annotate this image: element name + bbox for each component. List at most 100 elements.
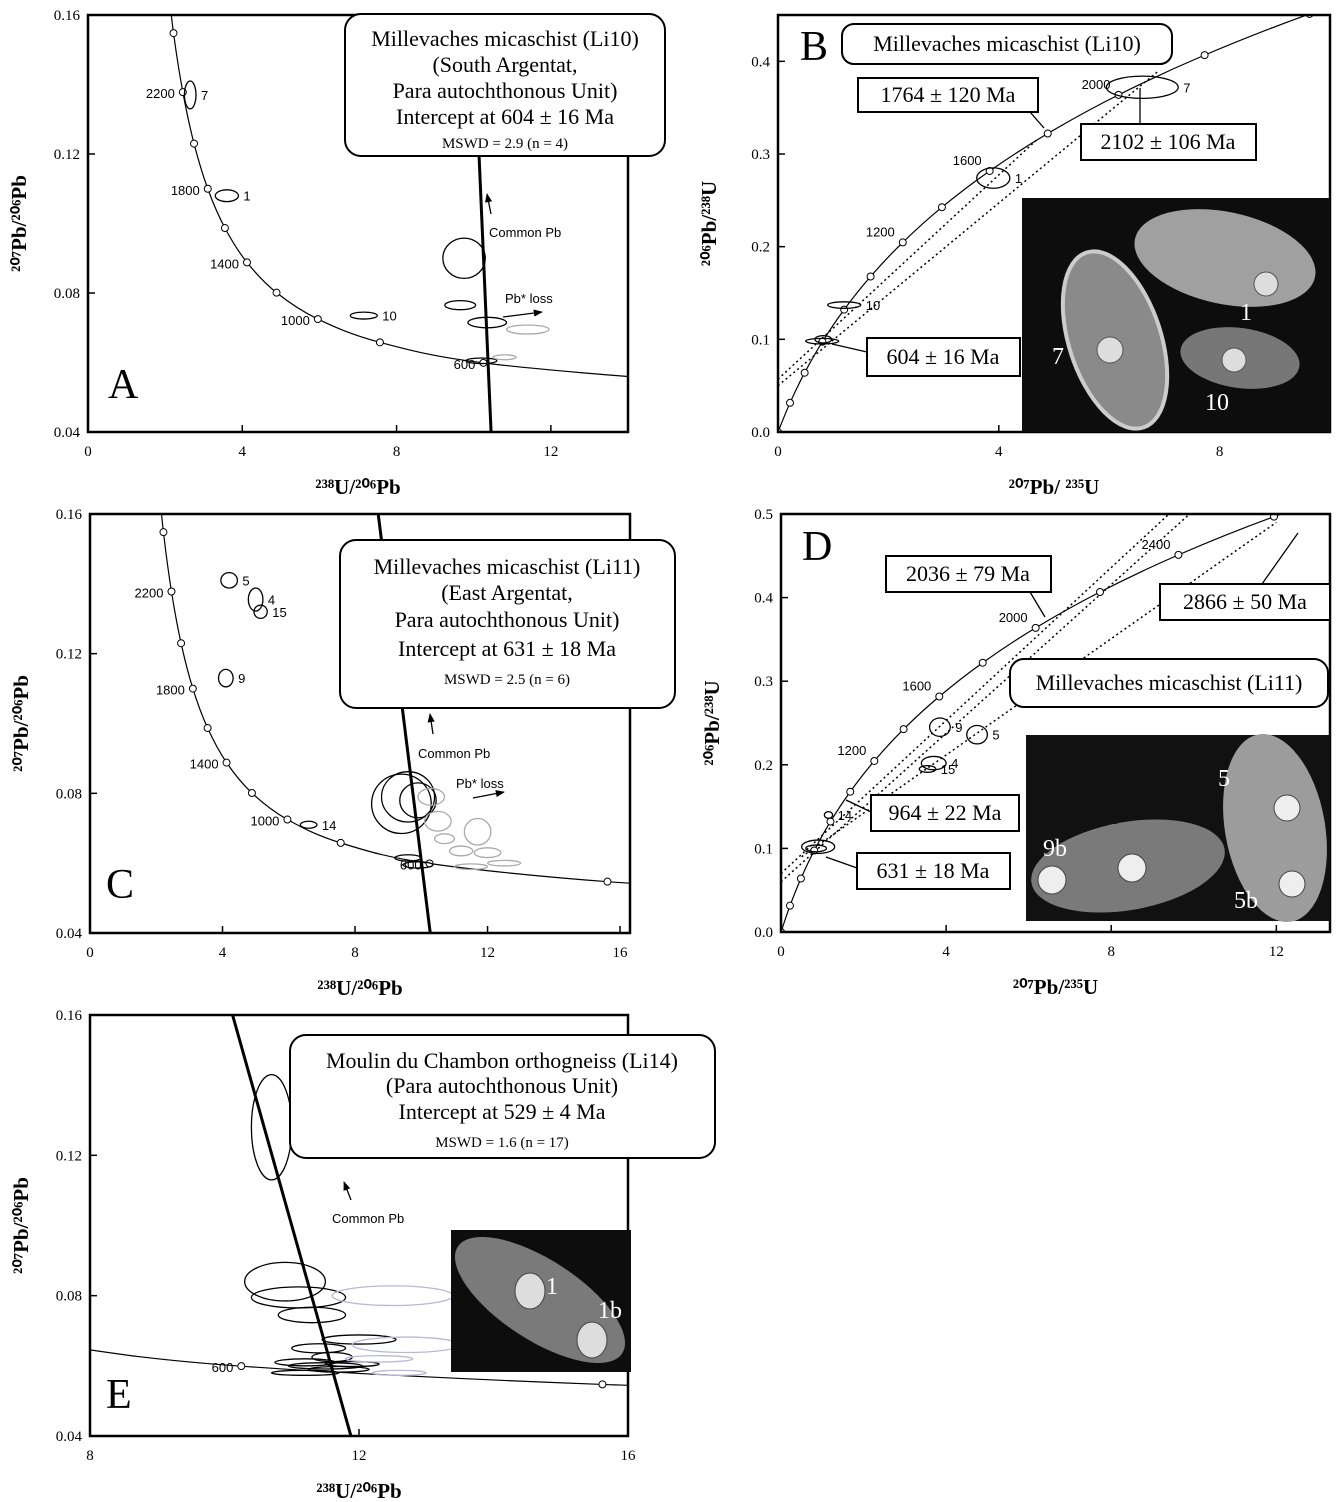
title-box bbox=[841, 23, 1173, 65]
age-label: 2400 bbox=[1142, 537, 1171, 552]
concordia-marker bbox=[866, 272, 875, 281]
data-ellipse bbox=[324, 1360, 380, 1368]
y-tick-label: 0.16 bbox=[56, 507, 83, 523]
spot bbox=[1273, 794, 1301, 822]
x-axis-label: ²³⁸U/²⁰⁶Pb bbox=[315, 475, 400, 499]
age-label: 600 bbox=[454, 357, 476, 372]
concordia-marker bbox=[870, 756, 879, 765]
age-label: 1200 bbox=[837, 743, 866, 758]
age-box bbox=[1159, 583, 1331, 621]
point-label: 5 bbox=[992, 728, 999, 743]
spot bbox=[1278, 870, 1306, 898]
x-axis-label: ²³⁸U/²⁰⁶Pb bbox=[316, 1479, 401, 1502]
y-tick-label: 0.1 bbox=[754, 841, 773, 857]
data-ellipse bbox=[928, 717, 951, 738]
panel-letter: A bbox=[108, 362, 139, 408]
leader bbox=[1029, 591, 1046, 618]
data-ellipse bbox=[270, 1369, 340, 1376]
x-tick-label: 16 bbox=[621, 1448, 637, 1464]
data-ellipse bbox=[220, 572, 239, 589]
point-label: 10 bbox=[382, 309, 396, 324]
age-label: 1000 bbox=[250, 814, 279, 829]
y-tick-label: 0.2 bbox=[754, 758, 773, 774]
age-label: 600 bbox=[212, 1360, 234, 1375]
y-tick-label: 0.08 bbox=[56, 786, 82, 802]
concordia-marker bbox=[1096, 587, 1105, 596]
concordia-marker bbox=[985, 166, 994, 175]
y-tick-label: 0.04 bbox=[56, 1429, 83, 1445]
data-ellipse bbox=[402, 861, 434, 869]
title-line: (Para autochthonous Unit) bbox=[386, 1073, 618, 1098]
data-ellipse bbox=[465, 357, 498, 365]
panel-letter: D bbox=[802, 524, 832, 570]
y-tick-label: 0.3 bbox=[751, 147, 770, 163]
data-ellipse bbox=[214, 189, 240, 203]
y-tick-label: 0.4 bbox=[754, 591, 773, 607]
spot bbox=[514, 1272, 546, 1310]
y-tick-label: 0.3 bbox=[754, 674, 773, 690]
data-ellipse bbox=[492, 354, 517, 361]
concordia-marker bbox=[336, 838, 345, 847]
concordia-marker bbox=[898, 238, 907, 247]
data-ellipse bbox=[299, 820, 318, 829]
age-text: 2036 ± 79 Ma bbox=[906, 561, 1030, 586]
x-tick-label: 12 bbox=[1269, 944, 1284, 960]
title-box bbox=[344, 13, 666, 157]
data-ellipse bbox=[370, 773, 432, 835]
y-tick-label: 0.08 bbox=[54, 286, 80, 302]
data-ellipse bbox=[183, 80, 197, 110]
y-tick-label: 0.2 bbox=[751, 240, 770, 256]
data-ellipse bbox=[217, 668, 234, 688]
x-tick-label: 0 bbox=[86, 945, 94, 961]
y-tick-label: 0.08 bbox=[56, 1289, 82, 1305]
data-ellipse bbox=[814, 334, 833, 344]
point-label: 15 bbox=[941, 762, 955, 777]
concordia-marker bbox=[237, 1362, 246, 1371]
concordia-marker bbox=[375, 338, 384, 347]
concordia-marker bbox=[188, 684, 197, 693]
plot-frame bbox=[88, 512, 632, 935]
spot-label: 10 bbox=[1205, 390, 1229, 416]
data-ellipse bbox=[804, 337, 840, 345]
concordia-marker bbox=[203, 184, 212, 193]
panel-b-overlay: Millevaches micaschist (Li10) B 1764 ± 1… bbox=[800, 23, 1330, 432]
spot bbox=[1221, 347, 1247, 373]
leader bbox=[1029, 111, 1045, 129]
title-line: MSWD = 2.5 (n = 6) bbox=[444, 672, 570, 688]
y-tick-label: 0.16 bbox=[56, 1008, 83, 1024]
panel: 600 8 12 16 0.04 0.08 0.12 0.16 ²³⁸U/²⁰⁶Pb ²⁰⁷Pb/… bbox=[9, 1008, 637, 1502]
title-line: Millevaches micaschist (Li10) bbox=[873, 31, 1141, 56]
annotation: Common Pb bbox=[418, 746, 490, 761]
age-box bbox=[866, 337, 1021, 377]
x-tick-label: 8 bbox=[393, 444, 401, 460]
data-ellipse bbox=[448, 845, 474, 857]
data-ellipse bbox=[918, 764, 937, 773]
data-ellipse bbox=[277, 1306, 347, 1324]
leader bbox=[831, 343, 868, 353]
age-label: 1800 bbox=[156, 683, 185, 698]
data-ellipse bbox=[827, 301, 862, 309]
spot bbox=[576, 1321, 608, 1359]
y-tick-label: 0.12 bbox=[56, 647, 82, 663]
concordia-marker bbox=[242, 258, 251, 267]
data-ellipse bbox=[321, 1334, 397, 1345]
panel-letter: B bbox=[800, 24, 828, 70]
data-ellipse bbox=[247, 587, 264, 612]
point-label: 7 bbox=[1183, 80, 1190, 95]
spot bbox=[1117, 853, 1147, 883]
data-ellipse bbox=[244, 1261, 327, 1302]
age-label: 1600 bbox=[902, 678, 931, 693]
plot-frame bbox=[779, 512, 1332, 934]
x-tick-label: 0 bbox=[777, 944, 785, 960]
data-ellipse bbox=[800, 839, 836, 855]
point-label: 9 bbox=[238, 671, 245, 686]
concordia-marker bbox=[687, 377, 694, 384]
x-tick-label: 12 bbox=[543, 444, 558, 460]
data-ellipse bbox=[331, 1285, 454, 1307]
concordia-marker bbox=[167, 587, 176, 596]
point-label: 4 bbox=[951, 756, 958, 771]
concordia-marker bbox=[785, 901, 794, 910]
concordia-marker bbox=[899, 725, 908, 734]
